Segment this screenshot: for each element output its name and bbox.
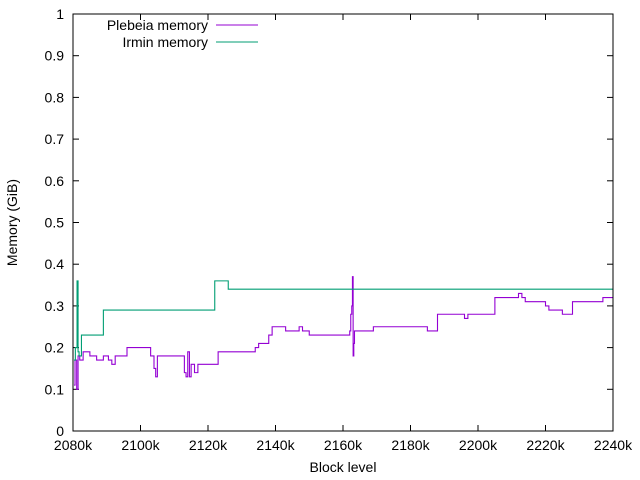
y-tick-label: 0.4	[45, 256, 65, 272]
y-tick-label: 0.6	[45, 173, 65, 189]
y-axis-label: Memory (GiB)	[4, 179, 20, 266]
x-axis-label: Block level	[310, 459, 377, 475]
y-tick-label: 0.9	[45, 48, 65, 64]
plot-frame	[72, 13, 614, 432]
y-tick-label: 1	[56, 6, 64, 22]
y-tick-label: 0.2	[45, 340, 65, 356]
x-tick-label: 2160k	[324, 437, 363, 453]
x-tick-label: 2120k	[189, 437, 228, 453]
y-tick-label: 0.7	[45, 131, 65, 147]
legend-label: Plebeia memory	[107, 17, 208, 33]
series-lines	[74, 276, 613, 390]
axis-ticks: 0 0.1 0.2 0.3 0.4 0.5 0.6 0.7 0.8 0.9 1 2080k 2100k 2…	[45, 6, 634, 453]
x-tick-label: 2240k	[594, 437, 633, 453]
x-tick-label: 2180k	[391, 437, 430, 453]
legend-label: Irmin memory	[122, 34, 208, 50]
x-tick-label: 2080k	[54, 437, 93, 453]
x-tick-label: 2220k	[526, 437, 565, 453]
x-tick-label: 2100k	[121, 437, 160, 453]
x-tick-label: 2140k	[256, 437, 295, 453]
y-tick-label: 0	[56, 423, 64, 439]
y-tick-label: 0.5	[45, 215, 65, 231]
y-tick-label: 0.8	[45, 89, 65, 105]
y-tick-label: 0.3	[45, 298, 65, 314]
series-line-plebeia-memory	[74, 276, 613, 390]
y-tick-label: 0.1	[45, 381, 65, 397]
series-line-irmin-memory	[74, 280, 613, 361]
x-tick-label: 2200k	[459, 437, 498, 453]
